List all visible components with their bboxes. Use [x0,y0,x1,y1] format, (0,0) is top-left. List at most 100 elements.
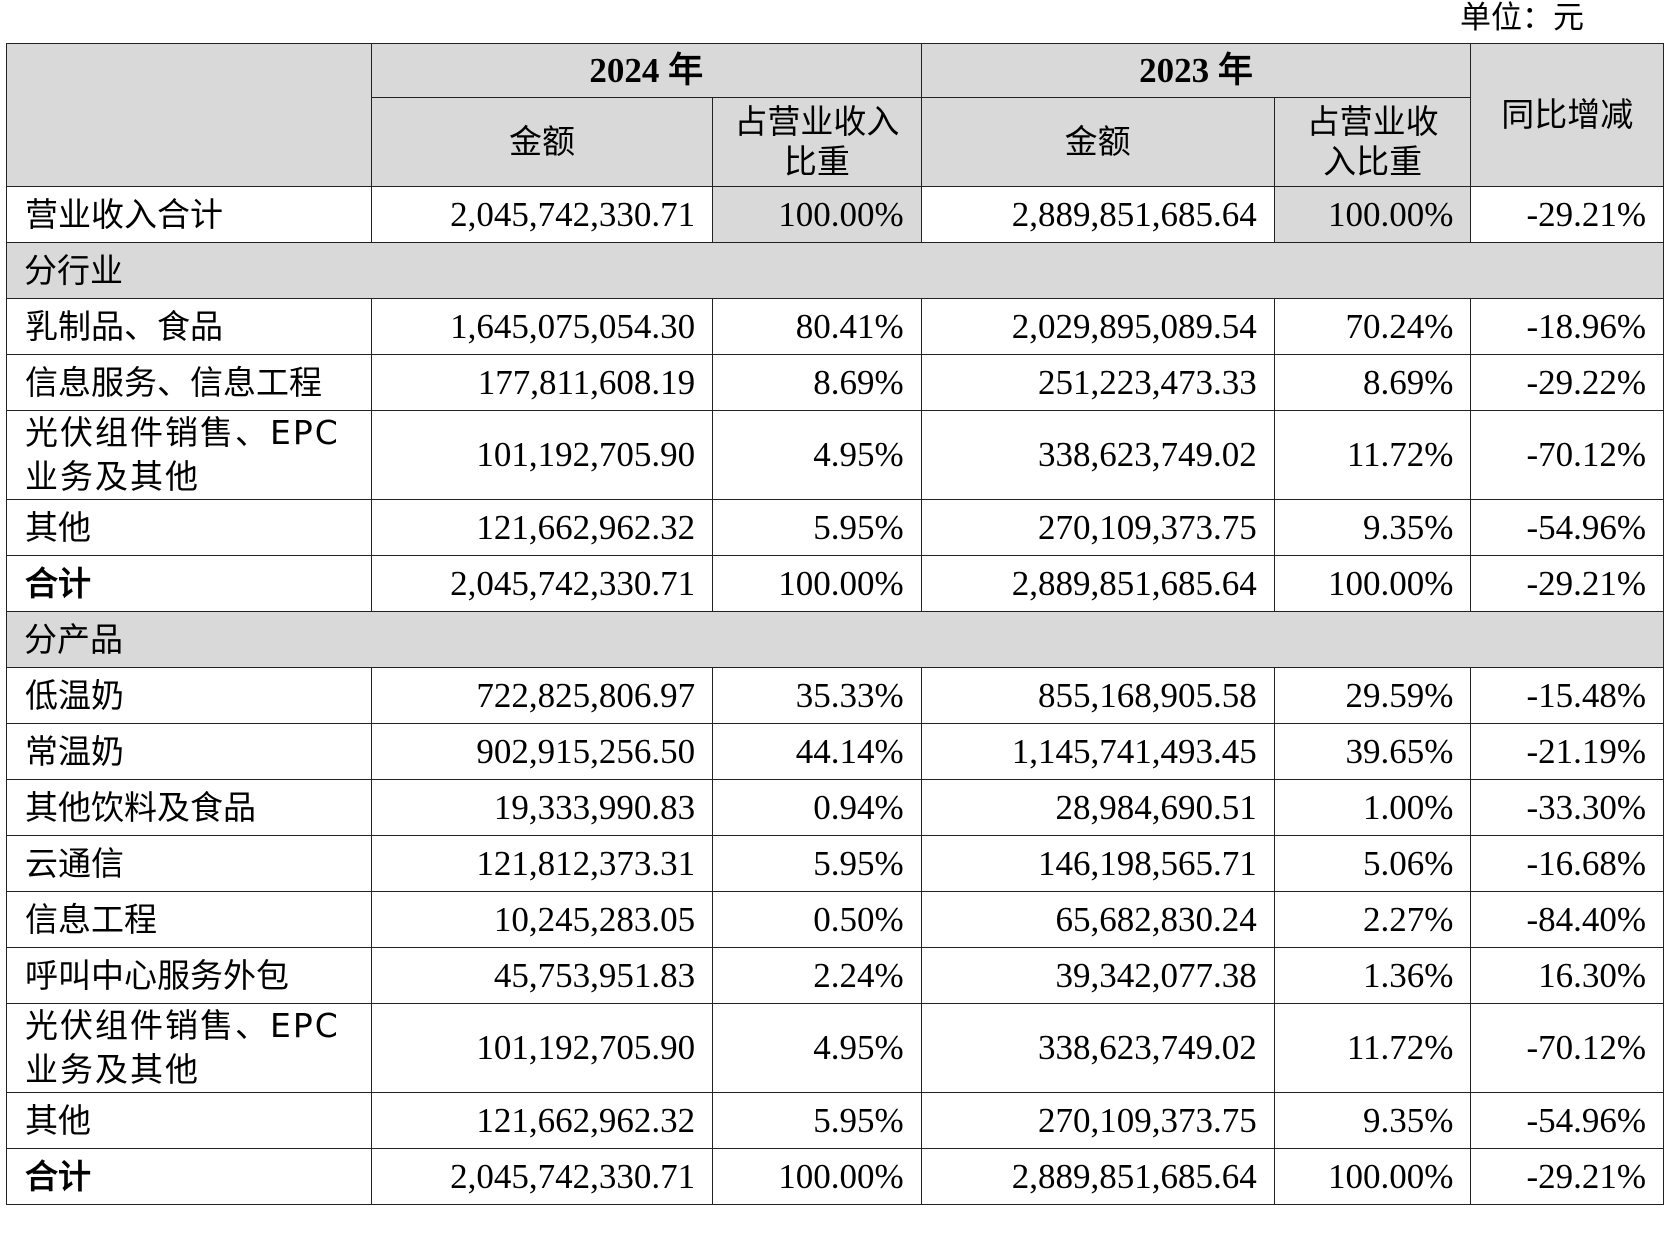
ratio-2024-cell: 4.95% [712,410,922,500]
amount-2023-cell: 28,984,690.51 [920,779,1275,836]
header-year-2023: 2023 年 [920,43,1472,98]
row-label: 呼叫中心服务外包 [6,947,372,1004]
yoy-cell: -21.19% [1470,723,1664,780]
amount-2023-cell: 2,889,851,685.64 [920,186,1275,243]
amount-2024-cell: 177,811,608.19 [370,354,714,411]
table-row: 低温奶 722,825,806.97 35.33% 855,168,905.58 29.… [6,667,1664,724]
yoy-cell: 16.30% [1470,947,1664,1004]
amount-2024-cell: 1,645,075,054.30 [370,298,714,355]
amount-2024-cell: 101,192,705.90 [370,1003,714,1093]
amount-2024-cell: 121,662,962.32 [370,1092,714,1149]
amount-2023-cell: 2,889,851,685.64 [920,555,1275,612]
section-title: 分产品 [6,611,1664,668]
row-label: 低温奶 [6,667,372,724]
row-label: 光伏组件销售、EPC业务及其他 [6,410,372,500]
yoy-cell: -70.12% [1470,1003,1664,1093]
row-label: 合计 [6,555,372,612]
total-row: 合计 2,045,742,330.71 100.00% 2,889,851,685.6… [6,555,1664,612]
ratio-2024-cell: 35.33% [712,667,922,724]
header-ratio-2024: 占营业收入比重 [712,97,922,187]
yoy-cell: -18.96% [1470,298,1664,355]
header-blank [6,43,372,187]
amount-2023-cell: 1,145,741,493.45 [920,723,1275,780]
amount-2023-cell: 855,168,905.58 [920,667,1275,724]
section-header-row: 分行业 [6,242,1664,299]
amount-2024-cell: 2,045,742,330.71 [370,555,714,612]
header-row-years: 2024 年 2023 年 同比增减 [6,43,1664,187]
ratio-2023-cell: 5.06% [1273,835,1472,892]
ratio-2023-cell: 29.59% [1273,667,1472,724]
amount-2023-cell: 270,109,373.75 [920,1092,1275,1149]
yoy-cell: -33.30% [1470,779,1664,836]
yoy-cell: -84.40% [1470,891,1664,948]
amount-2023-cell: 39,342,077.38 [920,947,1275,1004]
ratio-2023-cell: 1.36% [1273,947,1472,1004]
amount-2023-cell: 2,029,895,089.54 [920,298,1275,355]
header-amount-2024: 金额 [370,97,714,187]
table-row: 其他饮料及食品 19,333,990.83 0.94% 28,984,690.51 1.… [6,779,1664,836]
amount-2023-cell: 146,198,565.71 [920,835,1275,892]
row-label: 常温奶 [6,723,372,780]
yoy-cell: -70.12% [1470,410,1664,500]
amount-2024-cell: 722,825,806.97 [370,667,714,724]
yoy-cell: -29.21% [1470,186,1664,243]
ratio-2023-cell: 9.35% [1273,1092,1472,1149]
ratio-2023-cell: 100.00% [1273,555,1472,612]
row-label: 光伏组件销售、EPC业务及其他 [6,1003,372,1093]
ratio-2023-cell: 39.65% [1273,723,1472,780]
yoy-cell: -29.21% [1470,555,1664,612]
ratio-2024-cell: 100.00% [712,186,922,243]
amount-2023-cell: 270,109,373.75 [920,499,1275,556]
amount-2024-cell: 10,245,283.05 [370,891,714,948]
table-row: 信息工程 10,245,283.05 0.50% 65,682,830.24 2.27%… [6,891,1664,948]
ratio-2023-cell: 9.35% [1273,499,1472,556]
table-row: 其他 121,662,962.32 5.95% 270,109,373.75 9.35%… [6,499,1664,556]
ratio-2024-cell: 0.50% [712,891,922,948]
header-yoy: 同比增减 [1470,43,1664,187]
ratio-2023-cell: 8.69% [1273,354,1472,411]
amount-2023-cell: 65,682,830.24 [920,891,1275,948]
ratio-2023-cell: 70.24% [1273,298,1472,355]
amount-2024-cell: 121,812,373.31 [370,835,714,892]
row-label: 其他 [6,1092,372,1149]
ratio-2024-cell: 100.00% [712,555,922,612]
amount-2023-cell: 251,223,473.33 [920,354,1275,411]
yoy-cell: -54.96% [1470,499,1664,556]
total-row: 合计 2,045,742,330.71 100.00% 2,889,851,685.6… [6,1148,1664,1205]
ratio-2023-cell: 11.72% [1273,410,1472,500]
ratio-2024-cell: 80.41% [712,298,922,355]
table-row: 信息服务、信息工程 177,811,608.19 8.69% 251,223,473.… [6,354,1664,411]
ratio-2024-cell: 5.95% [712,499,922,556]
ratio-2023-cell: 2.27% [1273,891,1472,948]
row-label: 营业收入合计 [6,186,372,243]
ratio-2024-cell: 5.95% [712,835,922,892]
row-label: 云通信 [6,835,372,892]
row-label: 其他饮料及食品 [6,779,372,836]
table-row: 光伏组件销售、EPC业务及其他 101,192,705.90 4.95% 338,62… [6,1003,1664,1093]
amount-2024-cell: 45,753,951.83 [370,947,714,1004]
row-label: 信息工程 [6,891,372,948]
section-header-row: 分产品 [6,611,1664,668]
table-row: 乳制品、食品 1,645,075,054.30 80.41% 2,029,895,08… [6,298,1664,355]
table-row: 呼叫中心服务外包 45,753,951.83 2.24% 39,342,077.38 1… [6,947,1664,1004]
ratio-2024-cell: 2.24% [712,947,922,1004]
yoy-cell: -16.68% [1470,835,1664,892]
ratio-2024-cell: 44.14% [712,723,922,780]
header-row-sub: 金额 占营业收入比重 金额 占营业收入比重 [7,97,1664,187]
amount-2023-cell: 338,623,749.02 [920,1003,1275,1093]
ratio-2024-cell: 100.00% [712,1148,922,1205]
section-title: 分行业 [6,242,1664,299]
row-label: 合计 [6,1148,372,1205]
ratio-2024-cell: 4.95% [712,1003,922,1093]
ratio-2023-cell: 1.00% [1273,779,1472,836]
yoy-cell: -15.48% [1470,667,1664,724]
amount-2024-cell: 2,045,742,330.71 [370,186,714,243]
ratio-2023-cell: 100.00% [1273,186,1472,243]
amount-2024-cell: 19,333,990.83 [370,779,714,836]
header-ratio-2023: 占营业收入比重 [1273,97,1472,187]
amount-2024-cell: 2,045,742,330.71 [370,1148,714,1205]
ratio-2023-cell: 11.72% [1273,1003,1472,1093]
unit-label: 单位：元 [1460,0,1584,36]
header-amount-2023: 金额 [920,97,1275,187]
header-year-2024: 2024 年 [370,43,922,98]
